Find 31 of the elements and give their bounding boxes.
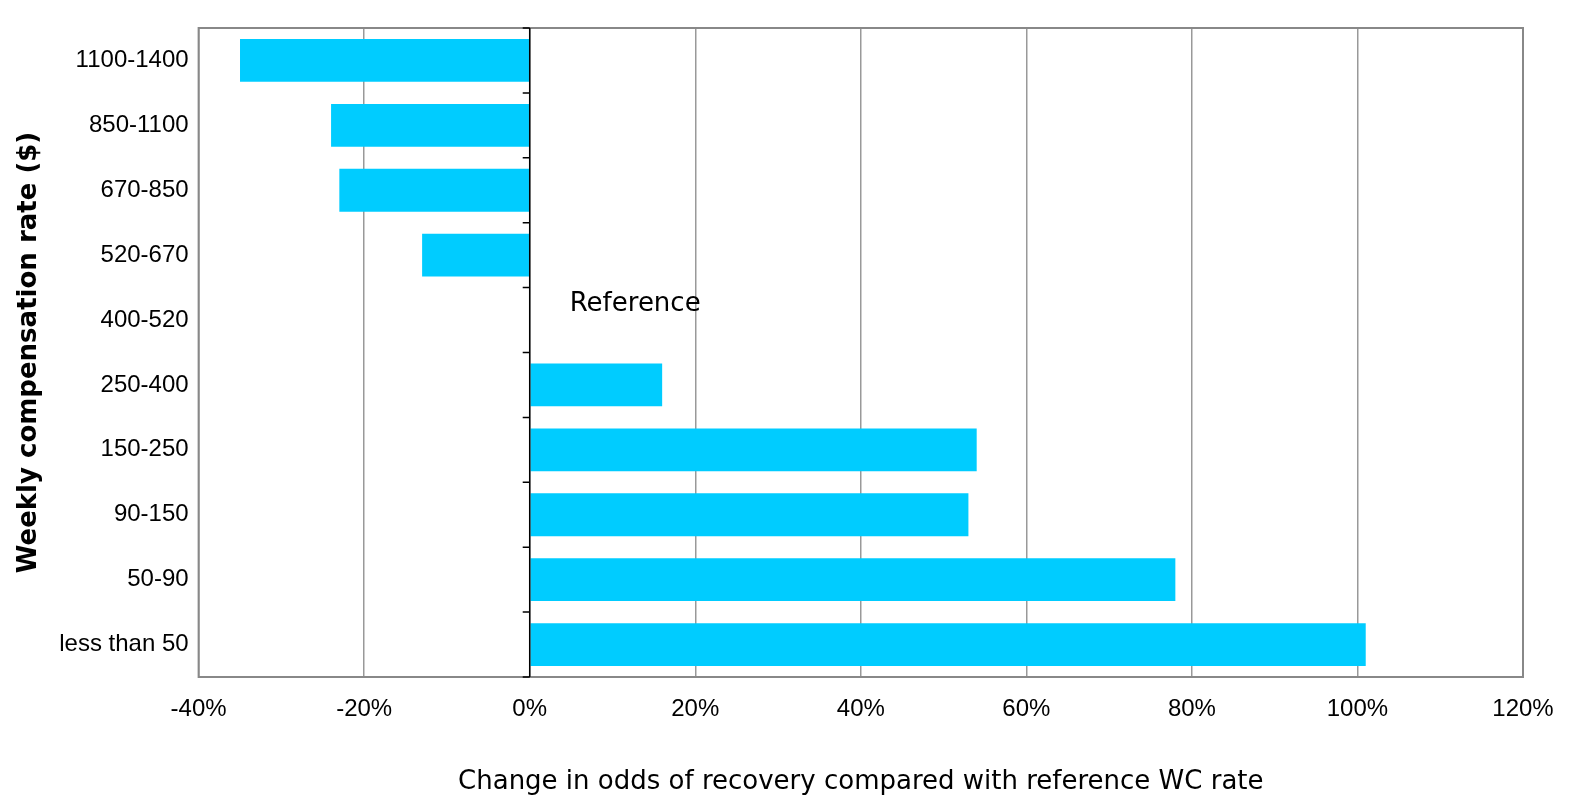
x-tick-label: 0% [512,694,548,722]
x-tick-label: 40% [836,694,885,722]
bar [530,558,1176,602]
bar [530,428,977,472]
y-tick-label: 850-1100 [88,109,189,137]
bar [530,623,1366,666]
y-tick-label: 400-520 [100,304,189,332]
y-tick-label: 1100-1400 [75,45,189,73]
bar [240,39,529,82]
x-tick-label: 100% [1326,694,1389,722]
annotation: Reference [569,286,701,317]
x-axis-title: Change in odds of recovery compared with reference WC rate [458,765,1264,796]
x-tick-label: 80% [1167,694,1216,722]
y-tick-label: 150-250 [100,434,189,462]
x-tick-label: -40% [170,694,227,722]
x-tick-label: 20% [671,694,720,722]
x-tick-label: 60% [1002,694,1051,722]
x-tick-label: 120% [1492,694,1554,722]
y-tick-label: 250-400 [100,369,189,397]
y-tick-label: 50-90 [127,564,189,592]
bar [530,493,969,537]
bar [331,103,529,147]
x-tick-label: -20% [336,694,393,722]
bar [530,363,663,407]
y-tick-label: less than 50 [59,629,189,657]
y-axis-title: Weekly compensation rate ($) [12,131,43,574]
bar [422,233,529,277]
y-tick-label: 670-850 [100,174,189,202]
y-tick-label: 90-150 [113,499,189,527]
bar [339,168,529,212]
y-tick-label: 520-670 [100,239,189,267]
